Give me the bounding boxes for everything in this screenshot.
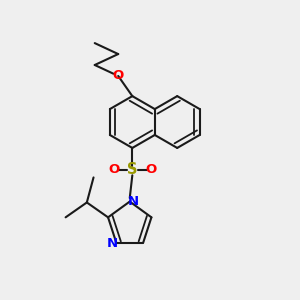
Text: S: S	[127, 163, 138, 178]
Text: O: O	[112, 70, 124, 83]
Text: N: N	[107, 237, 118, 250]
Text: O: O	[146, 164, 157, 176]
Text: N: N	[128, 195, 139, 208]
Text: O: O	[108, 164, 119, 176]
